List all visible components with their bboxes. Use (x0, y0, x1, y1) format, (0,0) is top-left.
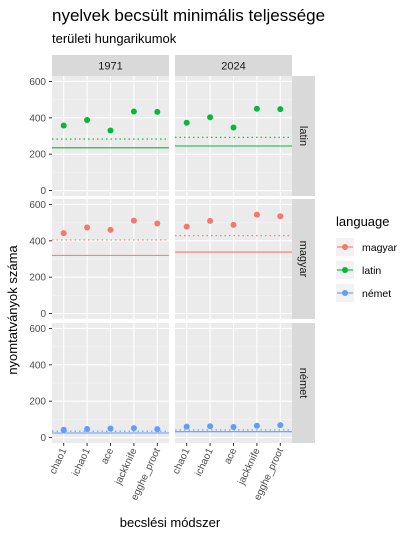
col-strip-1971 (52, 55, 169, 76)
data-point (130, 108, 137, 115)
col-strip-label: 2024 (221, 61, 245, 73)
y-tick-label: 0 (40, 309, 46, 320)
data-point (130, 425, 137, 432)
y-tick-label: 0 (40, 433, 46, 444)
y-tick-label: 200 (29, 397, 46, 408)
data-point (84, 224, 91, 231)
panel-magyar-2024 (175, 199, 292, 319)
panel-német-2024 (175, 323, 292, 443)
legend-key-point (342, 267, 348, 273)
data-point (60, 230, 67, 237)
data-point (130, 217, 137, 224)
x-tick-label: chao1 (171, 446, 193, 476)
row-strip-label: magyar (297, 241, 309, 278)
panel-latin-2024 (175, 76, 292, 196)
data-point (154, 108, 161, 115)
y-tick-label: 0 (40, 186, 46, 197)
x-tick-label: jackknife (113, 446, 140, 487)
data-point (277, 422, 284, 429)
data-point (277, 106, 284, 113)
legend-key-point (342, 290, 348, 296)
data-point (183, 119, 190, 126)
row-strip-label: latin (297, 126, 309, 146)
x-tick-label: ichao1 (70, 446, 93, 478)
x-tick-label: ace (222, 446, 239, 466)
legend-key-point (342, 244, 348, 250)
row-strip-magyar (292, 199, 315, 319)
data-point (183, 423, 190, 430)
chart-subtitle: területi hungarikumok (52, 31, 177, 46)
data-point (207, 114, 214, 121)
data-point (84, 117, 91, 123)
data-point (107, 425, 114, 432)
facet-panels: 1971 2024 latin 0 200 400 600 magyar 0 200 400 600 n… (29, 55, 315, 502)
data-point (230, 124, 237, 131)
col-strip-2024 (175, 55, 292, 76)
data-point (253, 422, 260, 429)
legend: language magyar latin német (336, 214, 398, 302)
data-point (253, 105, 260, 112)
legend-label: német (362, 288, 391, 300)
x-tick-label: chao1 (48, 446, 70, 476)
data-point (60, 122, 67, 129)
x-tick-label: ichao1 (193, 446, 216, 478)
chart-title: nyelvek becsült minimális teljessége (52, 6, 325, 25)
panel-német-1971 (52, 323, 169, 443)
legend-label: magyar (362, 242, 398, 254)
data-point (230, 424, 237, 430)
data-point (207, 423, 214, 430)
data-point (154, 220, 161, 227)
y-tick-label: 200 (29, 150, 46, 161)
data-point (253, 211, 260, 218)
x-tick-label: ace (99, 446, 116, 466)
y-tick-label: 400 (29, 360, 46, 371)
y-tick-label: 400 (29, 113, 46, 124)
x-tick-label: jackknife (236, 446, 263, 487)
data-point (107, 226, 114, 233)
row-strip-latin (292, 76, 315, 196)
legend-title: language (336, 214, 390, 229)
y-axis-title: nyomtatványok száma (5, 245, 20, 375)
x-axis-title: becslési módszer (120, 515, 221, 530)
data-point (277, 213, 284, 220)
data-point (84, 426, 91, 432)
row-strip-német (292, 323, 315, 443)
y-tick-label: 600 (29, 200, 46, 211)
panel-magyar-1971 (52, 199, 169, 319)
data-point (207, 217, 214, 224)
y-tick-label: 600 (29, 324, 46, 335)
col-strip-label: 1971 (98, 61, 122, 73)
data-point (230, 221, 237, 228)
data-point (107, 127, 114, 134)
panel-latin-1971 (52, 76, 169, 196)
row-strip-label: német (297, 368, 309, 399)
data-point (183, 223, 190, 230)
y-tick-label: 400 (29, 236, 46, 247)
data-point (60, 426, 67, 433)
y-tick-label: 200 (29, 273, 46, 284)
legend-label: latin (362, 265, 381, 277)
y-tick-label: 600 (29, 77, 46, 88)
data-point (154, 426, 161, 433)
